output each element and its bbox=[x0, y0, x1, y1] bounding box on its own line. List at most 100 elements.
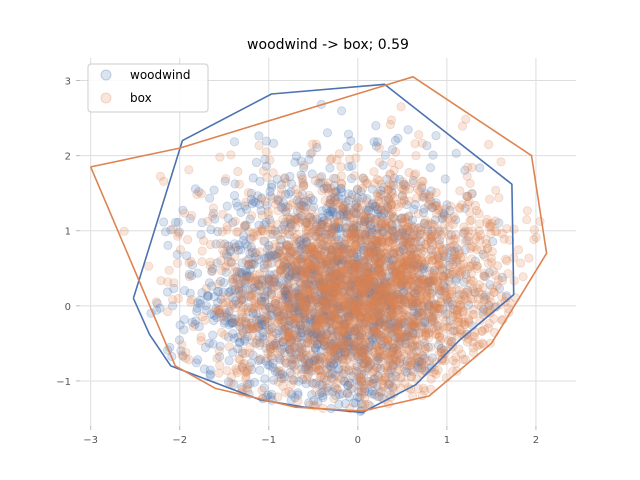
data-point-woodwind bbox=[245, 233, 255, 243]
data-point-woodwind bbox=[302, 232, 312, 242]
data-point-box bbox=[391, 199, 402, 209]
data-point-woodwind bbox=[315, 380, 325, 390]
data-point-box bbox=[199, 236, 209, 246]
data-point-woodwind bbox=[371, 121, 381, 131]
data-point-woodwind bbox=[371, 340, 381, 350]
data-point-woodwind bbox=[349, 228, 359, 238]
data-point-woodwind bbox=[397, 227, 407, 237]
data-point-woodwind bbox=[284, 189, 294, 199]
data-point-box bbox=[463, 226, 473, 236]
data-point-woodwind bbox=[428, 150, 438, 160]
data-point-woodwind bbox=[327, 205, 337, 215]
data-point-woodwind bbox=[281, 288, 292, 298]
data-point-woodwind bbox=[485, 280, 495, 290]
data-point-woodwind bbox=[310, 276, 320, 286]
data-point-woodwind bbox=[266, 182, 277, 192]
data-point-woodwind bbox=[251, 309, 262, 319]
data-point-woodwind bbox=[388, 213, 398, 223]
data-point-woodwind bbox=[356, 270, 366, 280]
data-point-woodwind bbox=[319, 284, 329, 294]
data-point-woodwind bbox=[294, 376, 304, 386]
data-point-woodwind bbox=[313, 339, 323, 349]
data-point-woodwind bbox=[250, 282, 260, 292]
data-point-box bbox=[285, 215, 295, 225]
data-point-woodwind bbox=[325, 319, 335, 329]
data-point-woodwind bbox=[421, 281, 431, 292]
data-point-woodwind bbox=[424, 275, 434, 285]
data-point-woodwind bbox=[365, 283, 375, 293]
data-point-box bbox=[360, 356, 370, 366]
data-point-woodwind bbox=[281, 207, 291, 217]
data-point-woodwind bbox=[387, 225, 397, 235]
data-point-woodwind bbox=[375, 317, 385, 327]
data-point-woodwind bbox=[318, 276, 328, 286]
data-point-woodwind bbox=[386, 365, 396, 375]
data-point-woodwind bbox=[380, 291, 390, 301]
legend-marker-woodwind bbox=[100, 69, 112, 81]
data-point-woodwind bbox=[392, 218, 402, 228]
data-point-woodwind bbox=[382, 314, 393, 324]
data-point-woodwind bbox=[248, 307, 258, 317]
data-point-woodwind bbox=[309, 395, 319, 406]
data-point-woodwind bbox=[234, 240, 244, 250]
data-point-woodwind bbox=[334, 223, 344, 233]
data-point-box bbox=[342, 388, 352, 398]
data-point-woodwind bbox=[375, 291, 385, 301]
data-point-woodwind bbox=[337, 203, 347, 214]
data-point-woodwind bbox=[238, 325, 248, 336]
data-point-woodwind bbox=[330, 282, 340, 292]
data-point-woodwind bbox=[342, 332, 352, 343]
data-point-box bbox=[467, 242, 477, 252]
data-point-woodwind bbox=[358, 279, 368, 289]
data-point-woodwind bbox=[403, 317, 414, 327]
data-point-woodwind bbox=[405, 261, 416, 271]
data-point-woodwind bbox=[273, 195, 283, 206]
data-point-woodwind bbox=[254, 331, 264, 342]
data-point-box bbox=[447, 214, 457, 224]
data-point-woodwind bbox=[256, 314, 266, 324]
data-point-woodwind bbox=[370, 332, 380, 342]
data-point-box bbox=[201, 283, 211, 294]
data-point-woodwind bbox=[175, 320, 185, 330]
data-point-box bbox=[455, 324, 465, 334]
data-point-woodwind bbox=[376, 387, 386, 397]
data-point-woodwind bbox=[344, 310, 355, 321]
data-point-woodwind bbox=[303, 196, 313, 207]
data-point-woodwind bbox=[380, 254, 391, 264]
data-point-box bbox=[394, 330, 404, 340]
data-point-box bbox=[213, 279, 223, 289]
data-point-woodwind bbox=[395, 294, 405, 304]
data-point-woodwind bbox=[269, 375, 279, 385]
data-point-woodwind bbox=[402, 238, 412, 248]
data-point-woodwind bbox=[368, 199, 378, 209]
data-point-woodwind bbox=[316, 172, 327, 182]
data-point-woodwind bbox=[351, 198, 361, 208]
data-point-woodwind bbox=[364, 202, 375, 212]
data-point-woodwind bbox=[311, 378, 321, 388]
data-point-woodwind bbox=[248, 173, 258, 183]
data-point-woodwind bbox=[352, 366, 362, 377]
data-point-woodwind bbox=[363, 205, 374, 215]
data-point-box bbox=[501, 254, 511, 264]
data-point-box bbox=[226, 150, 236, 160]
data-point-box bbox=[310, 387, 321, 397]
data-point-woodwind bbox=[254, 131, 264, 141]
data-point-woodwind bbox=[290, 314, 301, 324]
data-point-box bbox=[224, 342, 235, 352]
data-point-woodwind bbox=[291, 214, 301, 224]
data-point-woodwind bbox=[329, 208, 339, 218]
data-point-woodwind bbox=[364, 387, 374, 397]
data-point-woodwind bbox=[403, 125, 413, 135]
data-point-box bbox=[155, 171, 166, 181]
data-point-woodwind bbox=[311, 314, 322, 325]
data-point-box bbox=[314, 309, 324, 319]
data-point-woodwind bbox=[336, 184, 346, 194]
data-point-woodwind bbox=[417, 321, 427, 331]
data-point-woodwind bbox=[301, 300, 312, 310]
data-point-woodwind bbox=[179, 315, 189, 325]
data-point-woodwind bbox=[385, 305, 396, 316]
data-point-woodwind bbox=[407, 299, 417, 309]
data-point-woodwind bbox=[317, 380, 327, 391]
data-point-box bbox=[332, 216, 342, 226]
data-point-box bbox=[315, 319, 325, 329]
